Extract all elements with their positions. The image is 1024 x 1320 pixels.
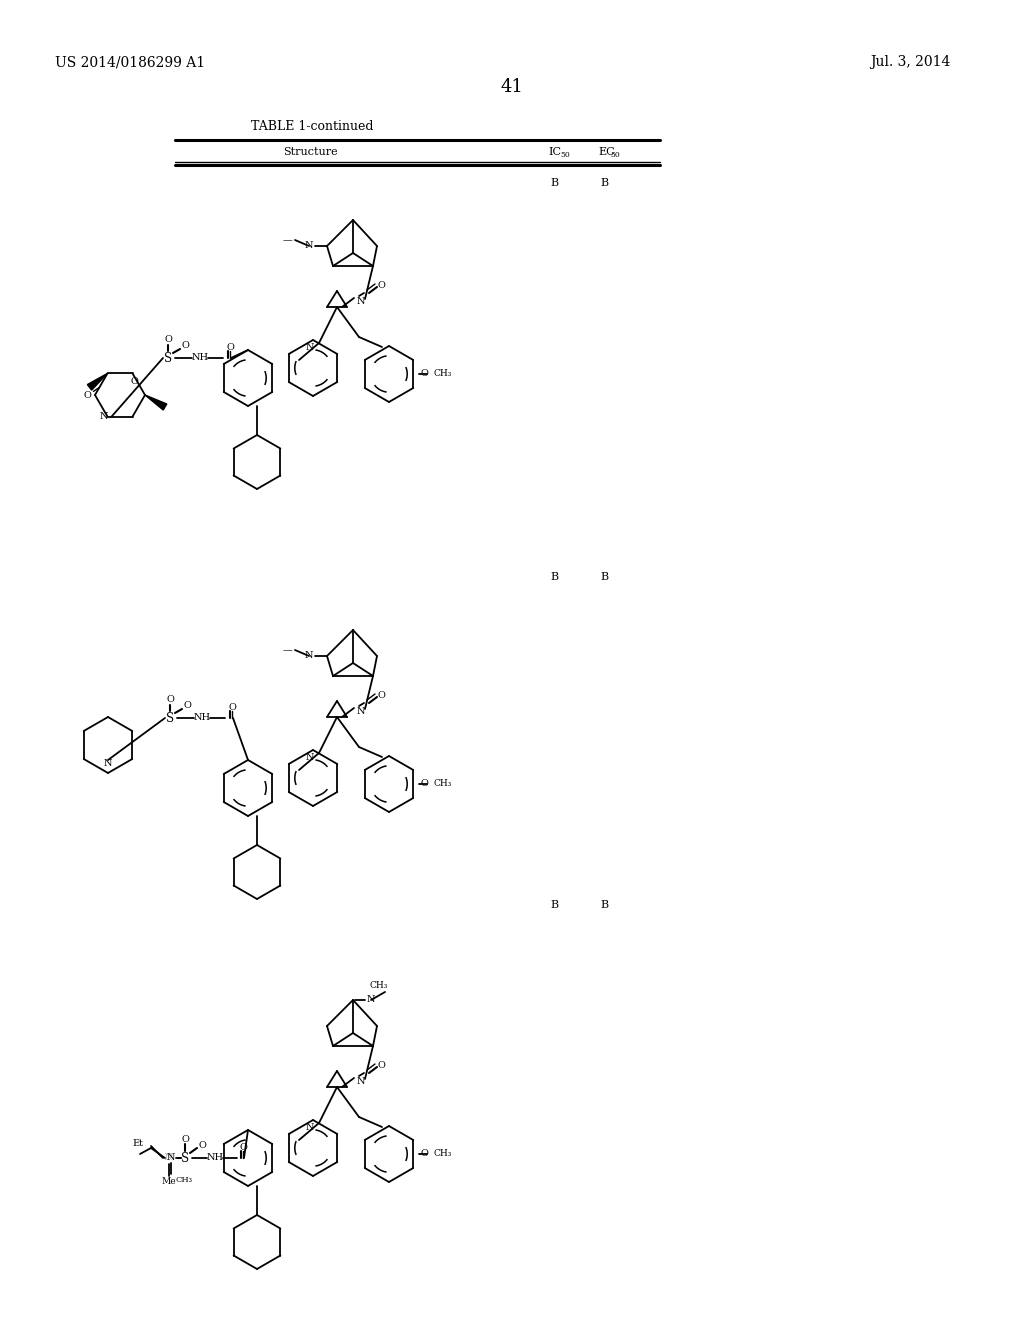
Text: 50: 50: [610, 150, 620, 158]
Text: O: O: [377, 281, 385, 289]
Text: O: O: [198, 1142, 206, 1151]
Text: CH₃: CH₃: [433, 1150, 452, 1159]
Text: 41: 41: [501, 78, 523, 96]
Text: US 2014/0186299 A1: US 2014/0186299 A1: [55, 55, 205, 69]
Text: —: —: [283, 647, 292, 656]
Text: Me: Me: [162, 1177, 176, 1187]
Text: NH: NH: [191, 354, 209, 363]
Text: N: N: [103, 759, 113, 767]
Text: N: N: [165, 1154, 173, 1163]
Text: O: O: [377, 1060, 385, 1069]
Text: Et: Et: [132, 1139, 143, 1148]
Text: O: O: [166, 696, 174, 705]
Text: N: N: [306, 754, 314, 763]
Text: O: O: [228, 704, 236, 713]
Text: O: O: [181, 1135, 189, 1144]
Text: NH: NH: [207, 1154, 223, 1163]
Text: B: B: [550, 572, 558, 582]
Text: CH₃: CH₃: [175, 1176, 193, 1184]
Text: N: N: [165, 1154, 173, 1163]
Text: O: O: [420, 780, 428, 788]
Text: EC: EC: [598, 147, 614, 157]
Polygon shape: [87, 374, 108, 391]
Text: N: N: [306, 1123, 314, 1133]
Text: CH₃: CH₃: [369, 982, 387, 990]
Text: IC: IC: [548, 147, 561, 157]
Text: N: N: [305, 242, 313, 251]
Text: O: O: [239, 1143, 247, 1152]
Text: N: N: [167, 1154, 175, 1163]
Text: B: B: [550, 178, 558, 187]
Text: NH: NH: [194, 714, 211, 722]
Text: B: B: [550, 900, 558, 909]
Text: O: O: [131, 376, 138, 385]
Text: B: B: [600, 178, 608, 187]
Text: N: N: [305, 652, 313, 660]
Text: S: S: [181, 1151, 189, 1164]
Polygon shape: [145, 395, 167, 411]
Text: O: O: [183, 701, 190, 710]
Text: O: O: [84, 391, 91, 400]
Text: TABLE 1-continued: TABLE 1-continued: [251, 120, 374, 133]
Text: S: S: [166, 711, 174, 725]
Text: Jul. 3, 2014: Jul. 3, 2014: [870, 55, 950, 69]
Text: N: N: [356, 297, 366, 305]
Text: O: O: [420, 1150, 428, 1159]
Text: O: O: [181, 342, 189, 351]
Text: —: —: [283, 236, 292, 246]
Text: O: O: [164, 335, 172, 345]
Text: CH₃: CH₃: [433, 780, 452, 788]
Text: O: O: [226, 343, 233, 352]
Text: 50: 50: [560, 150, 569, 158]
Text: O: O: [420, 370, 428, 379]
Text: N: N: [356, 1077, 366, 1085]
Text: Structure: Structure: [283, 147, 337, 157]
Text: B: B: [600, 900, 608, 909]
Text: N: N: [367, 995, 375, 1005]
Text: CH₃: CH₃: [433, 370, 452, 379]
Text: B: B: [600, 572, 608, 582]
Text: S: S: [164, 351, 172, 364]
Text: N: N: [356, 706, 366, 715]
Text: N: N: [306, 343, 314, 352]
Text: N: N: [99, 412, 108, 421]
Text: O: O: [377, 690, 385, 700]
